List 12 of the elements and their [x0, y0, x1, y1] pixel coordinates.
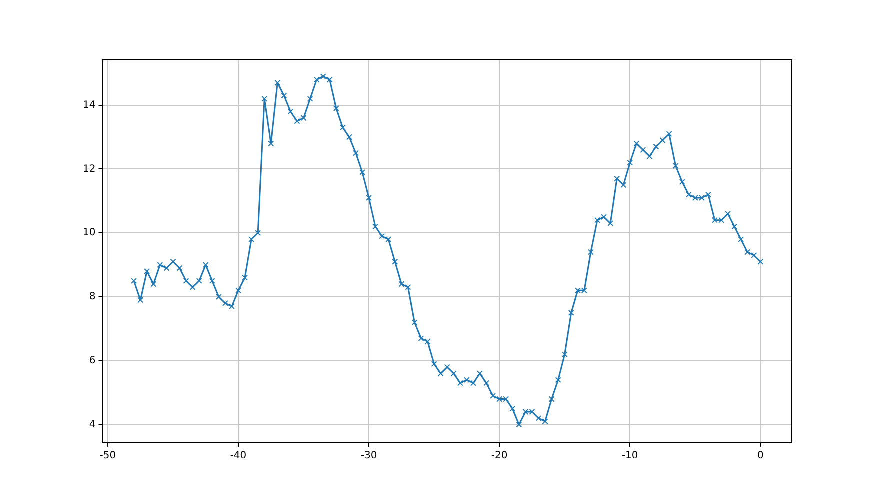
y-tick-label: 14 — [82, 100, 96, 111]
y-tick-label: 8 — [89, 292, 96, 303]
y-tick-label: 12 — [82, 164, 96, 175]
x-tick-label: -40 — [230, 450, 247, 462]
x-tick-label: 0 — [757, 450, 764, 462]
x-tick-label: -30 — [360, 450, 378, 462]
x-tick-label: -10 — [622, 450, 638, 462]
x-tick-label: -20 — [491, 450, 508, 462]
y-tick-label: 6 — [89, 356, 96, 366]
x-tick-label: -50 — [100, 450, 116, 462]
y-tick-label: 4 — [89, 419, 96, 430]
y-tick-label: 10 — [82, 228, 96, 239]
